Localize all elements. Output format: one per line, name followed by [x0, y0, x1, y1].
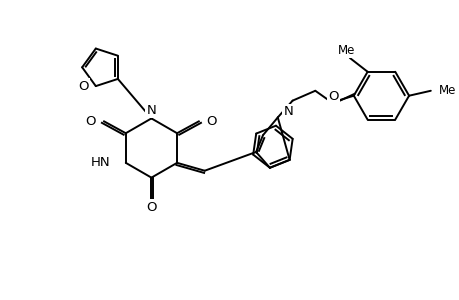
Text: O: O — [206, 115, 217, 128]
Text: HN: HN — [90, 156, 110, 169]
Text: O: O — [327, 90, 337, 103]
Text: Me: Me — [337, 44, 355, 57]
Text: O: O — [78, 80, 89, 93]
Text: N: N — [283, 105, 293, 118]
Text: O: O — [146, 201, 157, 214]
Text: Me: Me — [438, 84, 455, 97]
Text: O: O — [85, 115, 96, 128]
Text: N: N — [146, 104, 156, 117]
